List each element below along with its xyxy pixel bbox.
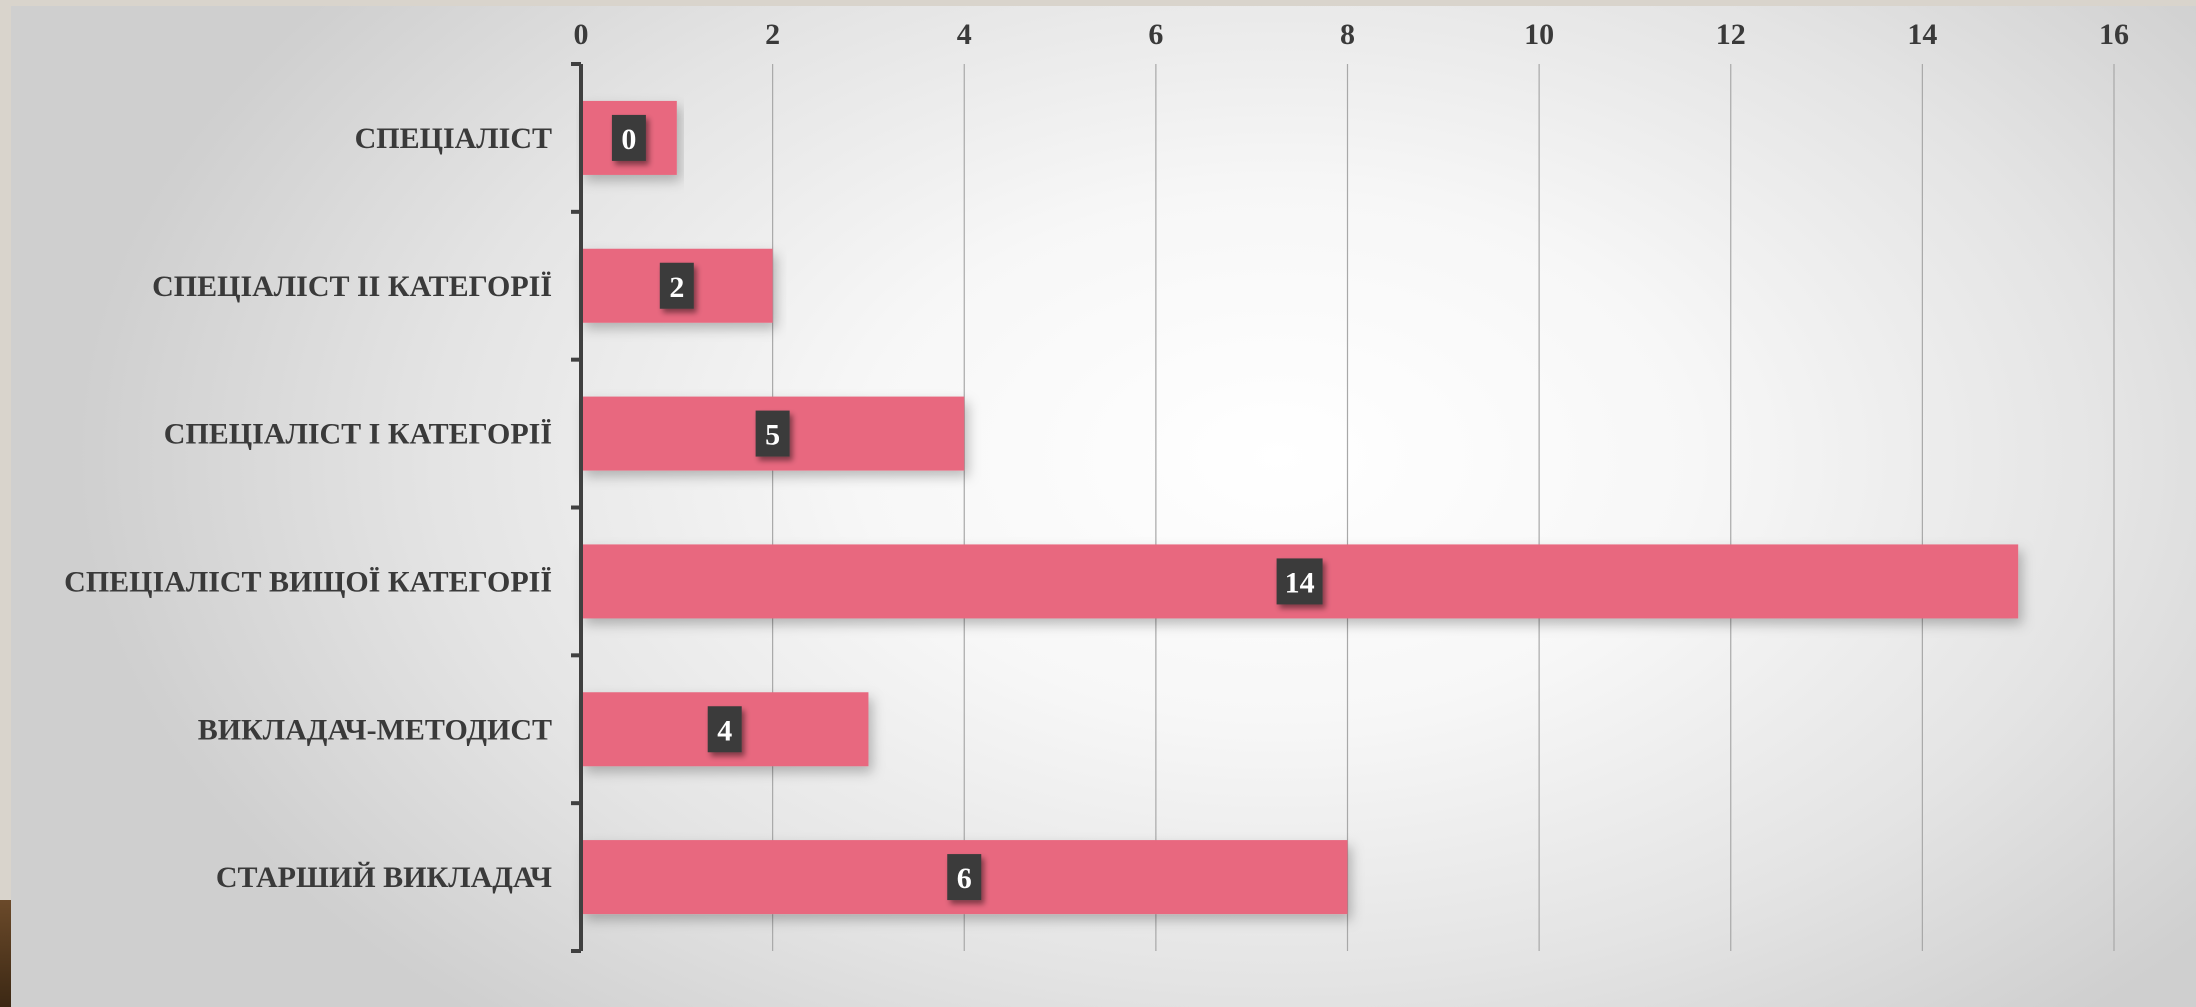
- data-label: 0: [621, 123, 636, 156]
- category-label: СПЕЦІАЛІСТ ІІ КАТЕГОРІЇ: [152, 270, 552, 303]
- x-tick-label: 8: [1340, 18, 1355, 51]
- slide-background: 0 2 4 6 8 10 12 14 16 СПЕЦІАЛІСТ СПЕЦІАЛІСТ ІІ КА…: [11, 6, 2196, 1007]
- data-label-box: [611, 114, 646, 161]
- data-label: 2: [669, 271, 684, 304]
- data-labels: 0 2 5 14 4 6: [611, 114, 1323, 901]
- category-label: ВИКЛАДАЧ-МЕТОДИСТ: [198, 713, 552, 746]
- x-tick-label: 6: [1148, 18, 1163, 51]
- data-label-box: [707, 706, 742, 753]
- x-axis-tick-labels: 0 2 4 6 8 10 12 14 16: [574, 18, 2130, 51]
- data-label: 6: [957, 862, 972, 895]
- category-label: СПЕЦІАЛІСТ І КАТЕГОРІЇ: [164, 418, 552, 451]
- category-label: СПЕЦІАЛІСТ ВИЩОЇ КАТЕГОРІЇ: [64, 565, 552, 598]
- data-label-box: [755, 410, 790, 457]
- category-label: СТАРШИЙ ВИКЛАДАЧ: [216, 861, 552, 894]
- data-label: 14: [1285, 566, 1315, 599]
- x-tick-label: 4: [957, 18, 972, 51]
- x-tick-label: 12: [1716, 18, 1746, 51]
- background-edge: [0, 900, 11, 1007]
- bars: [581, 100, 2019, 915]
- x-tick-label: 10: [1524, 18, 1554, 51]
- bar-chart: 0 2 4 6 8 10 12 14 16 СПЕЦІАЛІСТ СПЕЦІАЛІСТ ІІ КА…: [64, 18, 2130, 953]
- x-tick-label: 14: [1907, 18, 1937, 51]
- x-tick-label: 0: [574, 18, 589, 51]
- x-tick-label: 2: [765, 18, 780, 51]
- data-label-box: [947, 854, 982, 901]
- category-label: СПЕЦІАЛІСТ: [355, 122, 552, 155]
- gridlines: [772, 64, 2115, 951]
- data-label-box: [1276, 558, 1323, 605]
- category-labels: СПЕЦІАЛІСТ СПЕЦІАЛІСТ ІІ КАТЕГОРІЇ СПЕЦІАЛ…: [64, 122, 552, 894]
- x-tick-label: 16: [2099, 18, 2129, 51]
- data-label: 5: [765, 419, 780, 452]
- y-axis: [571, 62, 583, 953]
- data-label-box: [659, 262, 694, 309]
- data-label: 4: [717, 714, 732, 747]
